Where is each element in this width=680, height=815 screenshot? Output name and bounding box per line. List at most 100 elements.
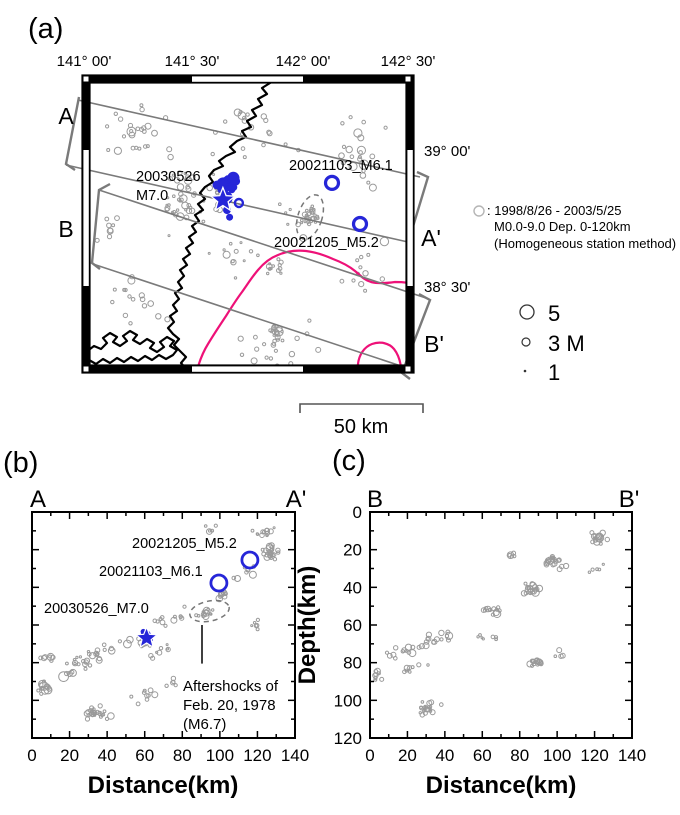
earthquake-marker bbox=[478, 633, 482, 637]
earthquake-marker bbox=[122, 312, 129, 319]
earthquake-marker bbox=[175, 208, 180, 212]
earthquake-marker bbox=[123, 639, 132, 649]
frame-corner bbox=[83, 76, 89, 82]
earthquake-marker bbox=[266, 130, 273, 137]
earthquake-marker bbox=[81, 659, 86, 664]
frame-left-white-seg bbox=[83, 150, 89, 286]
earthquake-marker bbox=[268, 328, 273, 333]
section-line bbox=[65, 164, 409, 243]
earthquake-marker bbox=[112, 287, 117, 292]
earthquake-marker bbox=[264, 355, 269, 360]
earthquake-marker bbox=[299, 234, 308, 243]
earthquake-marker bbox=[309, 210, 313, 214]
earthquake-marker bbox=[102, 647, 107, 653]
aftershock-blue-marker bbox=[226, 213, 234, 221]
earthquake-marker bbox=[553, 654, 558, 659]
map-event-label-m70: M7.0 bbox=[136, 188, 168, 204]
earthquake-marker bbox=[259, 532, 265, 539]
earthquake-marker bbox=[418, 643, 425, 650]
earthquake-marker bbox=[263, 553, 271, 561]
frame-top-white-seg bbox=[192, 76, 303, 82]
earthquake-marker bbox=[310, 204, 315, 209]
earthquake-marker bbox=[83, 710, 91, 717]
earthquake-marker bbox=[444, 631, 454, 641]
plot-frame bbox=[369, 511, 633, 739]
section-label-B-prime: B' bbox=[424, 331, 444, 357]
earthquake-marker bbox=[300, 218, 304, 223]
earthquake-marker bbox=[141, 690, 147, 695]
earthquake-marker bbox=[429, 709, 436, 716]
panel-b-label: (b) bbox=[3, 447, 38, 479]
earthquake-marker bbox=[142, 688, 147, 693]
earthquake-marker bbox=[107, 647, 116, 655]
earthquake-marker bbox=[129, 129, 134, 134]
earthquake-marker bbox=[126, 126, 137, 137]
legend-method: (Homogeneous station method) bbox=[494, 236, 676, 251]
panel-c-label: (c) bbox=[332, 445, 366, 477]
aftershock-zone-ellipse bbox=[189, 599, 230, 623]
earthquake-marker bbox=[165, 646, 171, 653]
earthquake-marker bbox=[599, 529, 606, 536]
earthquake-marker bbox=[111, 223, 116, 228]
legend: : 1998/8/26 - 2003/5/25 M0.0-9.0 Dep. 0-… bbox=[473, 203, 676, 385]
earthquake-marker bbox=[340, 160, 346, 166]
earthquake-marker bbox=[144, 697, 150, 702]
legend-circle-icon bbox=[473, 205, 485, 217]
magnitude-key-label-1: 1 bbox=[548, 360, 560, 385]
earthquake-marker bbox=[260, 547, 265, 552]
frame-inner-line bbox=[89, 82, 407, 366]
earthquake-marker bbox=[83, 657, 91, 664]
map-event-label-20030526: 20030526 bbox=[136, 169, 201, 185]
earthquake-marker bbox=[339, 278, 345, 284]
earthquake-marker bbox=[272, 526, 276, 530]
earthquake-marker bbox=[520, 590, 528, 597]
earthquake-marker bbox=[590, 539, 595, 545]
earthquake-marker bbox=[147, 687, 154, 694]
earthquake-marker bbox=[239, 352, 245, 357]
earthquake-marker bbox=[72, 658, 77, 662]
earthquake-marker bbox=[242, 155, 247, 160]
earthquake-marker bbox=[353, 128, 363, 138]
earthquake-marker bbox=[361, 119, 367, 125]
earthquake-marker bbox=[46, 686, 52, 692]
b-xaxis-label: Distance(km) bbox=[88, 772, 239, 799]
earthquake-marker bbox=[84, 716, 91, 722]
earthquake-marker bbox=[403, 664, 411, 672]
earthquake-marker bbox=[94, 237, 100, 243]
earthquake-marker bbox=[379, 276, 385, 282]
earthquake-marker bbox=[91, 707, 96, 712]
earthquake-marker bbox=[439, 637, 444, 642]
earthquake-marker bbox=[143, 144, 148, 149]
x-tick-label: 100 bbox=[206, 746, 234, 765]
earthquake-marker bbox=[268, 356, 274, 361]
earthquake-marker bbox=[64, 670, 70, 677]
earthquake-marker bbox=[358, 281, 365, 288]
earthquake-marker bbox=[113, 146, 123, 155]
b-event-label-20030526: 20030526_M7.0 bbox=[44, 601, 149, 617]
earthquake-marker bbox=[264, 527, 269, 533]
section-AA-scatter bbox=[36, 523, 281, 722]
earthquake-marker bbox=[242, 115, 247, 121]
frame-corner bbox=[405, 366, 411, 372]
earthquake-marker bbox=[250, 528, 255, 533]
earthquake-marker bbox=[416, 644, 422, 650]
earthquake-marker bbox=[369, 153, 376, 160]
earthquake-marker bbox=[237, 335, 244, 342]
earthquake-marker bbox=[113, 111, 119, 117]
earthquake-marker bbox=[48, 654, 53, 659]
panel-b-corner-A: A bbox=[30, 486, 46, 513]
x-tick-label: 40 bbox=[98, 746, 117, 765]
lat-tick-38-30: 38° 30' bbox=[424, 279, 471, 296]
earthquake-marker bbox=[307, 318, 312, 323]
frame-outer-line bbox=[81, 74, 415, 374]
earthquake-marker bbox=[230, 259, 235, 264]
earthquake-marker bbox=[488, 608, 493, 612]
earthquake-marker bbox=[590, 567, 595, 572]
lon-tick-142-00: 142° 00' bbox=[276, 53, 331, 70]
panel-c-corner-B-prime: B' bbox=[619, 486, 640, 513]
b-event-label-20021205: 20021205_M5.2 bbox=[132, 536, 237, 552]
lat-tick-39-00: 39° 00' bbox=[424, 143, 471, 160]
y-tick-label: 120 bbox=[334, 729, 362, 748]
earthquake-marker bbox=[426, 663, 430, 667]
earthquake-marker bbox=[173, 177, 181, 184]
